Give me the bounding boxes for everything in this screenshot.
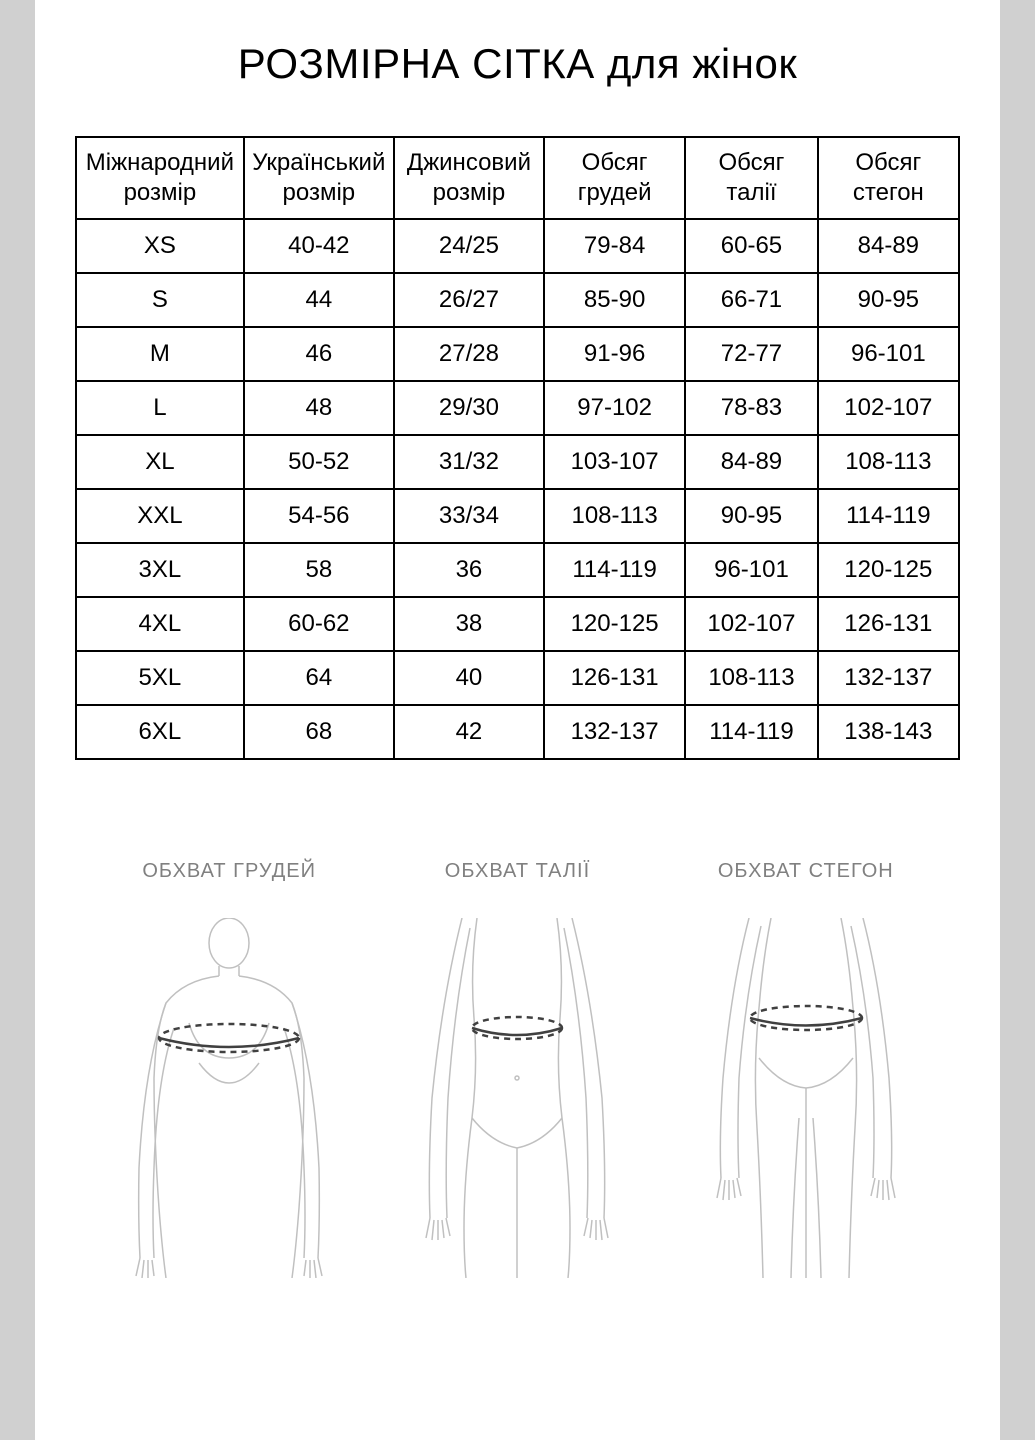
table-cell: 26/27 (394, 273, 544, 327)
table-cell: 68 (244, 705, 394, 759)
col-waist: Обсяг талії (685, 137, 817, 219)
table-row: XS40-4224/2579-8460-6584-89 (76, 219, 959, 273)
table-cell: 126-131 (818, 597, 959, 651)
table-cell: 79-84 (544, 219, 685, 273)
table-cell: 91-96 (544, 327, 685, 381)
table-row: 4XL60-6238120-125102-107126-131 (76, 597, 959, 651)
table-row: XL50-5231/32103-10784-89108-113 (76, 435, 959, 489)
bust-figure-icon (104, 918, 354, 1278)
table-cell: 114-119 (685, 705, 817, 759)
table-cell: 24/25 (394, 219, 544, 273)
waist-label: ОБХВАТ ТАЛІЇ (445, 860, 590, 883)
col-hips: Обсяг стегон (818, 137, 959, 219)
table-cell: 60-65 (685, 219, 817, 273)
table-cell: 3XL (76, 543, 244, 597)
table-cell: XL (76, 435, 244, 489)
table-cell: 103-107 (544, 435, 685, 489)
page-title: РОЗМІРНА СІТКА для жінок (75, 40, 960, 88)
table-cell: S (76, 273, 244, 327)
table-cell: 132-137 (818, 651, 959, 705)
table-header-row: Міжнародний розмір Український розмір Дж… (76, 137, 959, 219)
table-row: S4426/2785-9066-7190-95 (76, 273, 959, 327)
table-cell: 114-119 (544, 543, 685, 597)
table-cell: 84-89 (818, 219, 959, 273)
table-cell: 120-125 (544, 597, 685, 651)
table-cell: 108-113 (685, 651, 817, 705)
table-row: 6XL6842132-137114-119138-143 (76, 705, 959, 759)
table-cell: 102-107 (818, 381, 959, 435)
table-cell: 58 (244, 543, 394, 597)
table-cell: 46 (244, 327, 394, 381)
table-cell: 84-89 (685, 435, 817, 489)
table-row: 5XL6440126-131108-113132-137 (76, 651, 959, 705)
table-cell: 40 (394, 651, 544, 705)
size-table: Міжнародний розмір Український розмір Дж… (75, 136, 960, 760)
measurement-diagrams: ОБХВАТ ГРУДЕЙ (75, 860, 960, 1278)
table-cell: 72-77 (685, 327, 817, 381)
table-cell: 120-125 (818, 543, 959, 597)
table-cell: 36 (394, 543, 544, 597)
table-cell: 126-131 (544, 651, 685, 705)
table-cell: 90-95 (685, 489, 817, 543)
table-cell: 138-143 (818, 705, 959, 759)
table-cell: 48 (244, 381, 394, 435)
table-row: L4829/3097-10278-83102-107 (76, 381, 959, 435)
table-cell: 90-95 (818, 273, 959, 327)
col-ua-size: Український розмір (244, 137, 394, 219)
table-cell: 42 (394, 705, 544, 759)
table-cell: 96-101 (818, 327, 959, 381)
table-row: M4627/2891-9672-7796-101 (76, 327, 959, 381)
table-cell: 40-42 (244, 219, 394, 273)
table-cell: XXL (76, 489, 244, 543)
table-cell: 60-62 (244, 597, 394, 651)
table-cell: L (76, 381, 244, 435)
table-row: XXL54-5633/34108-11390-95114-119 (76, 489, 959, 543)
table-cell: 102-107 (685, 597, 817, 651)
col-jeans-size: Джинсовий розмір (394, 137, 544, 219)
table-cell: 108-113 (544, 489, 685, 543)
table-cell: 97-102 (544, 381, 685, 435)
waist-diagram: ОБХВАТ ТАЛІЇ (377, 860, 657, 1278)
table-cell: 66-71 (685, 273, 817, 327)
table-cell: 4XL (76, 597, 244, 651)
table-cell: 96-101 (685, 543, 817, 597)
bust-diagram: ОБХВАТ ГРУДЕЙ (89, 860, 369, 1278)
table-cell: 31/32 (394, 435, 544, 489)
table-cell: 6XL (76, 705, 244, 759)
table-cell: 114-119 (818, 489, 959, 543)
table-cell: 85-90 (544, 273, 685, 327)
table-row: 3XL5836114-11996-101120-125 (76, 543, 959, 597)
table-cell: 78-83 (685, 381, 817, 435)
table-cell: M (76, 327, 244, 381)
table-cell: XS (76, 219, 244, 273)
size-chart-page: РОЗМІРНА СІТКА для жінок Міжнародний роз… (35, 0, 1000, 1440)
table-cell: 5XL (76, 651, 244, 705)
hips-label: ОБХВАТ СТЕГОН (718, 860, 894, 883)
table-cell: 27/28 (394, 327, 544, 381)
table-cell: 29/30 (394, 381, 544, 435)
table-cell: 33/34 (394, 489, 544, 543)
table-cell: 44 (244, 273, 394, 327)
waist-figure-icon (392, 918, 642, 1278)
table-cell: 54-56 (244, 489, 394, 543)
hips-diagram: ОБХВАТ СТЕГОН (666, 860, 946, 1278)
table-cell: 38 (394, 597, 544, 651)
table-cell: 132-137 (544, 705, 685, 759)
table-cell: 108-113 (818, 435, 959, 489)
col-bust: Обсяг грудей (544, 137, 685, 219)
hips-figure-icon (681, 918, 931, 1278)
col-intl-size: Міжнародний розмір (76, 137, 244, 219)
bust-label: ОБХВАТ ГРУДЕЙ (142, 860, 316, 883)
table-cell: 50-52 (244, 435, 394, 489)
table-cell: 64 (244, 651, 394, 705)
